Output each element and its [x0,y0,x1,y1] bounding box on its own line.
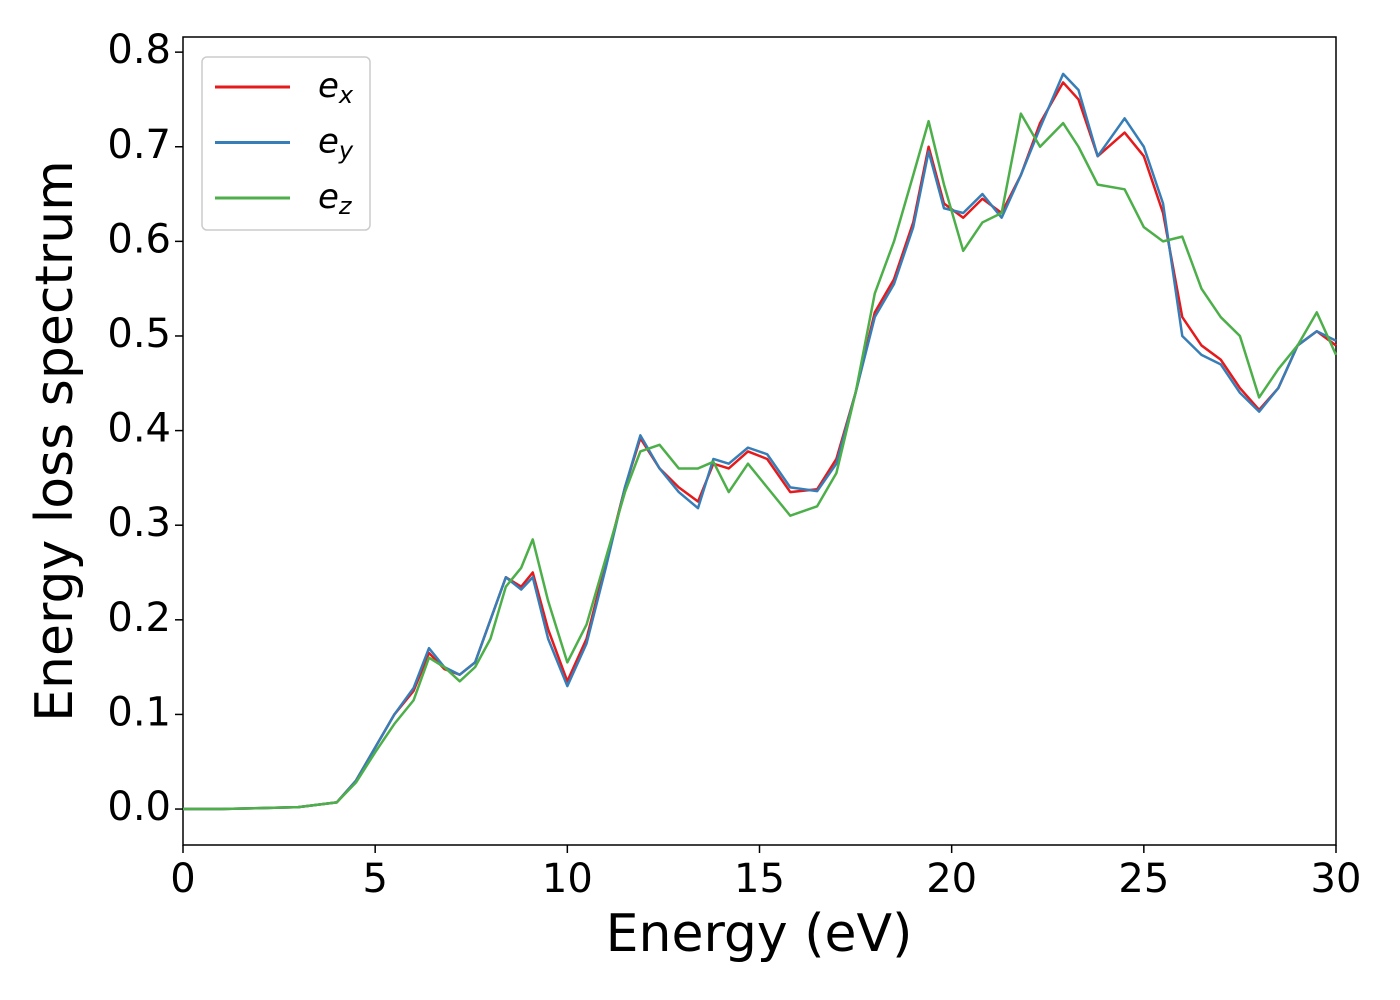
legend-base: e [318,121,339,161]
legend-subscript: x [338,81,354,109]
x-axis-label: Energy (eV) [606,904,913,964]
legend-label: ex [318,66,354,110]
x-tick-label: 10 [542,856,593,902]
y-axis-label: Energy loss spectrum [25,160,85,722]
legend-subscript: y [338,137,354,165]
x-tick-label: 0 [170,856,195,902]
y-tick-label: 0.2 [107,595,171,641]
y-tick-label: 0.4 [107,406,171,452]
legend-label: ey [318,121,354,165]
x-tick-label: 30 [1311,856,1362,902]
legend-label: ez [318,177,353,221]
y-tick-label: 0.7 [107,122,171,168]
x-tick-label: 5 [362,856,387,902]
x-tick-label: 20 [926,856,977,902]
series-line [183,72,1337,811]
x-tick-label: 25 [1118,856,1169,902]
y-tick-label: 0.6 [107,216,171,262]
y-tick-label: 0.3 [107,500,171,546]
y-tick-label: 0.5 [107,311,171,357]
y-tick-label: 0.1 [107,689,171,735]
legend-base: e [318,66,339,106]
legend-base: e [318,177,339,217]
y-tick-label: 0.0 [107,784,171,830]
x-tick-label: 15 [734,856,785,902]
legend-subscript: z [338,192,353,220]
series-line [183,112,1338,811]
y-tick-label: 0.8 [107,27,171,73]
